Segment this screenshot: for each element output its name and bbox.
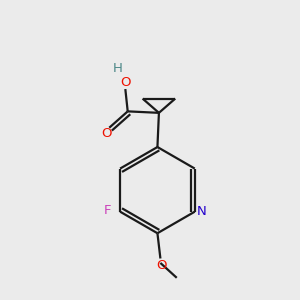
Text: O: O	[156, 259, 166, 272]
Text: O: O	[102, 127, 112, 140]
Text: O: O	[120, 76, 130, 89]
Text: H: H	[113, 62, 123, 75]
Text: F: F	[104, 204, 111, 217]
Text: N: N	[196, 205, 206, 218]
